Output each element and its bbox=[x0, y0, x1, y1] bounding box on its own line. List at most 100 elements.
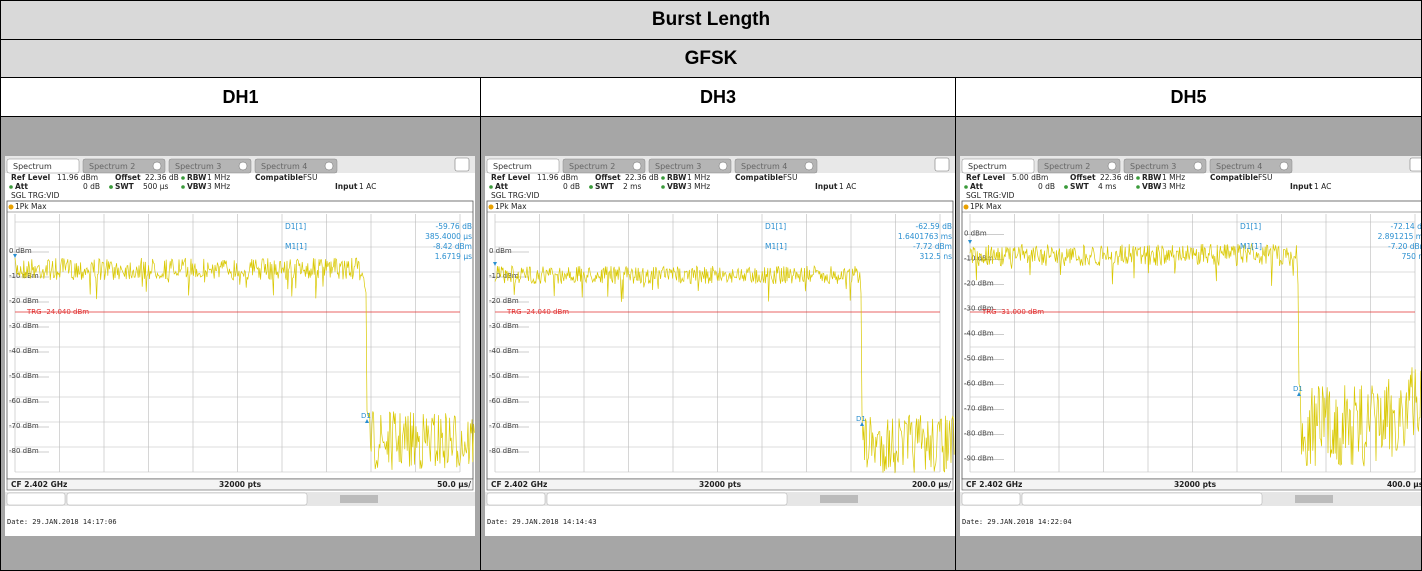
marker-triangle bbox=[13, 254, 17, 258]
marker-value: -7.72 dBm bbox=[913, 242, 952, 251]
tab-label: Spectrum 4 bbox=[1216, 162, 1262, 171]
setting-label: Ref Level bbox=[966, 173, 1005, 182]
setting-dot bbox=[9, 185, 13, 189]
y-label: -80 dBm bbox=[489, 447, 519, 455]
setting-value: 1 MHz bbox=[207, 173, 230, 182]
subtitle: GFSK bbox=[684, 47, 738, 69]
trace-label: 1Pk Max bbox=[495, 202, 527, 211]
status-box bbox=[486, 492, 546, 506]
column-header: DH5 bbox=[955, 77, 1422, 117]
y-label: -40 dBm bbox=[964, 330, 994, 338]
setting-dot bbox=[181, 176, 185, 180]
marker-value: -7.20 dBm bbox=[1388, 242, 1422, 251]
status-box bbox=[546, 492, 788, 506]
column-header: DH1 bbox=[0, 77, 481, 117]
trigger-mode: SGL TRG:VID bbox=[11, 191, 60, 200]
marker-name: M1[1] bbox=[1240, 242, 1262, 251]
center-freq: CF 2.402 GHz bbox=[491, 480, 547, 489]
center-freq: CF 2.402 GHz bbox=[11, 480, 67, 489]
trace-dot bbox=[8, 204, 14, 210]
setting-value: 1 AC bbox=[359, 182, 376, 191]
setting-value: 1 AC bbox=[1314, 182, 1331, 191]
tab-label: Spectrum bbox=[493, 162, 532, 171]
y-label: -70 dBm bbox=[489, 422, 519, 430]
setting-value: 3 MHz bbox=[1162, 182, 1185, 191]
trace-dot bbox=[488, 204, 494, 210]
tab-close bbox=[152, 161, 162, 171]
tab-label: Spectrum 2 bbox=[1044, 162, 1090, 171]
marker-value: -59.76 dB bbox=[436, 222, 472, 231]
setting-value: 22.36 dB bbox=[1100, 173, 1134, 182]
y-label: 0 dBm bbox=[964, 230, 987, 238]
marker-name: D1[1] bbox=[1240, 222, 1261, 231]
column-label: DH1 bbox=[222, 86, 259, 107]
marker-triangle bbox=[860, 422, 864, 426]
tab-close bbox=[324, 161, 334, 171]
span: 200.0 µs/ bbox=[912, 480, 951, 489]
y-label: -20 dBm bbox=[9, 297, 39, 305]
trigger-label: TRG -24.040 dBm bbox=[506, 308, 569, 316]
trigger-label: TRG -24.040 dBm bbox=[26, 308, 89, 316]
setting-value: 3 MHz bbox=[207, 182, 230, 191]
spectrum-screen: Spectrum Spectrum 2 Spectrum 3 Spectrum 4 Re… bbox=[960, 156, 1422, 536]
marker-tag: D1 bbox=[1293, 385, 1303, 393]
marker-value: -72.14 dB bbox=[1391, 222, 1422, 231]
setting-label: RBW bbox=[1142, 173, 1162, 182]
setting-label: Compatible bbox=[255, 173, 303, 182]
setting-label: Att bbox=[15, 182, 28, 191]
tab-label: Spectrum 4 bbox=[741, 162, 787, 171]
screen-bg bbox=[960, 156, 1421, 536]
y-label: 0 dBm bbox=[9, 247, 32, 255]
screen-bg bbox=[5, 156, 475, 536]
footer-bar bbox=[6, 478, 474, 491]
setting-label: Att bbox=[970, 182, 983, 191]
setting-label: SWT bbox=[115, 182, 135, 191]
menu-icon bbox=[934, 157, 950, 172]
setting-dot bbox=[661, 176, 665, 180]
points: 32000 pts bbox=[699, 480, 742, 489]
setting-label: RBW bbox=[667, 173, 687, 182]
tab-label: Spectrum 3 bbox=[1130, 162, 1176, 171]
points: 32000 pts bbox=[1174, 480, 1217, 489]
setting-dot bbox=[489, 185, 493, 189]
marker-time: 312.5 ns bbox=[919, 252, 952, 261]
setting-value: 1 AC bbox=[839, 182, 856, 191]
y-label: -80 dBm bbox=[9, 447, 39, 455]
setting-label: Offset bbox=[595, 173, 621, 182]
menu-icon bbox=[1409, 157, 1421, 172]
setting-dot bbox=[589, 185, 593, 189]
title-row: Burst Length bbox=[0, 0, 1422, 40]
subtitle-row: GFSK bbox=[0, 39, 1422, 78]
setting-dot bbox=[109, 185, 113, 189]
trigger-mode: SGL TRG:VID bbox=[491, 191, 540, 200]
status-indicator bbox=[1295, 495, 1333, 503]
setting-dot bbox=[1136, 185, 1140, 189]
span: 50.0 µs/ bbox=[437, 480, 471, 489]
setting-value: 0 dB bbox=[563, 182, 580, 191]
y-label: -40 dBm bbox=[489, 347, 519, 355]
setting-value: 4 ms bbox=[1098, 182, 1116, 191]
setting-label: Offset bbox=[115, 173, 141, 182]
setting-value: 0 dB bbox=[1038, 182, 1055, 191]
tab-label: Spectrum 3 bbox=[175, 162, 221, 171]
tab-label: Spectrum bbox=[968, 162, 1007, 171]
setting-label: SWT bbox=[595, 182, 615, 191]
tab-close bbox=[1279, 161, 1289, 171]
status-box bbox=[6, 492, 66, 506]
screenshot-cell: Spectrum Spectrum 2 Spectrum 3 Spectrum 4 Re… bbox=[0, 116, 481, 571]
trace-label: 1Pk Max bbox=[970, 202, 1002, 211]
y-label: -10 dBm bbox=[9, 272, 39, 280]
tab bbox=[734, 158, 818, 174]
date: Date: 29.JAN.2018 14:14:43 bbox=[487, 518, 597, 526]
setting-value: 0 dB bbox=[83, 182, 100, 191]
marker-name: D1[1] bbox=[765, 222, 786, 231]
screen-bg bbox=[485, 156, 955, 536]
marker-tag: D1 bbox=[361, 412, 371, 420]
setting-dot bbox=[1064, 185, 1068, 189]
marker-name: M1[1] bbox=[285, 242, 307, 251]
y-label: -30 dBm bbox=[9, 322, 39, 330]
status-indicator bbox=[820, 495, 858, 503]
tab bbox=[562, 158, 646, 174]
y-label: -80 dBm bbox=[964, 430, 994, 438]
